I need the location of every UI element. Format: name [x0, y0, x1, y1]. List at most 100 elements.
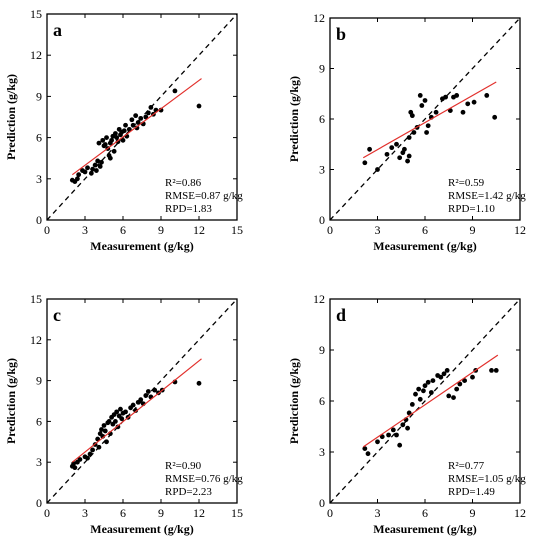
x-tick-label: 6: [422, 506, 428, 520]
x-axis-label: Measurement (g/kg): [373, 522, 476, 536]
data-point: [465, 101, 471, 107]
data-point: [430, 378, 436, 383]
data-point: [406, 135, 412, 140]
data-point: [75, 176, 80, 182]
data-point: [100, 137, 106, 143]
y-tick-label: 9: [36, 374, 42, 388]
stats-line: RMSE=0.76 g/kg: [165, 473, 243, 485]
y-tick-label: 0: [36, 496, 42, 510]
data-point: [129, 117, 135, 123]
identity-line: [329, 17, 521, 221]
identity-line: [46, 13, 238, 221]
x-tick-label: 9: [470, 223, 476, 237]
data-point: [493, 368, 499, 373]
data-point: [133, 408, 139, 413]
y-tick-label: 9: [36, 89, 42, 103]
x-tick-label: 12: [193, 506, 205, 520]
x-axis-label: Measurement (g/kg): [90, 239, 193, 253]
x-axis-label: Measurement (g/kg): [90, 522, 193, 536]
y-tick-label: 12: [313, 11, 325, 25]
data-point: [77, 457, 83, 462]
data-point: [470, 374, 475, 380]
data-point: [114, 409, 120, 415]
y-tick-label: 6: [36, 414, 42, 428]
data-point: [425, 123, 431, 129]
data-point: [394, 432, 399, 438]
identity-line: [329, 298, 521, 504]
panel-label: d: [336, 305, 346, 325]
fit-line: [362, 81, 497, 159]
y-tick-label: 3: [319, 163, 325, 177]
data-point: [379, 434, 385, 440]
data-point: [454, 386, 460, 392]
data-point: [428, 390, 434, 395]
stats-line: RPD=2.23: [165, 486, 212, 498]
data-point: [394, 141, 399, 147]
panel-label: a: [53, 20, 62, 40]
data-point: [107, 155, 113, 161]
y-axis-label: Prediction (g/kg): [4, 74, 18, 160]
data-point: [109, 137, 114, 143]
data-point: [405, 158, 410, 164]
data-point: [113, 419, 118, 424]
data-point: [82, 169, 88, 175]
data-point: [113, 131, 118, 136]
fit-line: [71, 78, 202, 176]
y-tick-label: 3: [319, 445, 325, 459]
stats-line: R²=0.59: [448, 177, 485, 189]
x-tick-label: 9: [470, 506, 476, 520]
x-tick-label: 6: [120, 506, 126, 520]
data-point: [457, 381, 463, 387]
x-tick-label: 3: [82, 506, 88, 520]
data-point: [87, 451, 93, 457]
data-point: [143, 393, 149, 398]
data-point: [460, 109, 466, 115]
y-tick-label: 0: [319, 213, 325, 227]
data-point: [96, 140, 102, 146]
data-point: [101, 423, 107, 428]
fit-line: [71, 358, 202, 463]
y-axis-label: Prediction (g/kg): [287, 358, 301, 444]
data-point: [441, 371, 447, 377]
data-point: [417, 396, 423, 402]
stats-line: RMSE=0.87 g/kg: [165, 190, 243, 202]
stats-line: RMSE=1.42 g/kg: [448, 190, 526, 202]
data-point: [121, 128, 127, 134]
y-tick-label: 12: [30, 48, 42, 62]
data-point: [96, 444, 102, 450]
data-point: [104, 439, 109, 445]
data-point: [411, 130, 417, 135]
data-point: [417, 93, 423, 98]
data-point: [145, 110, 151, 116]
data-point: [111, 148, 117, 154]
data-point: [85, 165, 90, 171]
x-tick-label: 12: [514, 506, 526, 520]
plot-frame: [46, 13, 238, 221]
data-point: [71, 461, 76, 466]
x-axis-label: Measurement (g/kg): [373, 239, 476, 253]
data-point: [97, 164, 103, 169]
data-point: [104, 135, 109, 141]
y-tick-label: 15: [30, 292, 42, 306]
data-point: [451, 395, 456, 400]
x-tick-label: 0: [44, 223, 50, 237]
data-point: [406, 153, 412, 159]
data-point: [135, 120, 141, 125]
data-point: [384, 151, 390, 157]
data-point: [118, 406, 123, 412]
data-point: [409, 402, 415, 407]
data-point: [413, 391, 418, 397]
data-point: [422, 98, 428, 103]
data-point: [148, 104, 154, 110]
y-axis-label: Prediction (g/kg): [4, 358, 18, 444]
x-tick-label: 9: [158, 223, 164, 237]
data-point: [95, 158, 101, 164]
stats-line: R²=0.86: [165, 177, 202, 189]
y-tick-label: 6: [36, 131, 42, 145]
data-point: [130, 122, 136, 128]
x-tick-label: 3: [82, 223, 88, 237]
data-point: [492, 114, 498, 120]
data-point: [390, 427, 396, 433]
data-point: [375, 167, 380, 172]
x-tick-label: 3: [375, 506, 381, 520]
